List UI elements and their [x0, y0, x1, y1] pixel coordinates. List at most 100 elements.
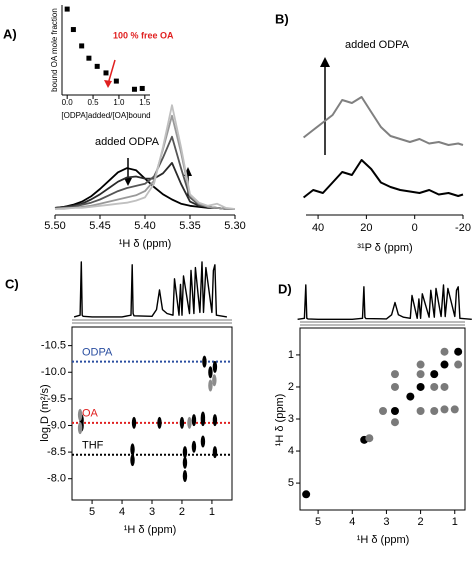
x-tick-label: 1.0	[113, 98, 125, 107]
data-point	[440, 405, 449, 414]
data-point	[94, 63, 100, 69]
data-point	[208, 379, 213, 392]
data-point	[103, 70, 109, 76]
y-tick-label: -9.5	[47, 393, 66, 405]
data-point	[157, 416, 162, 429]
data-point	[191, 440, 197, 453]
annotation-arrow	[107, 59, 116, 85]
panel-label: A)	[3, 26, 17, 41]
data-point	[430, 370, 439, 379]
spectrum-line	[73, 261, 228, 318]
data-point	[130, 443, 135, 456]
x-tick-label: 5.45	[89, 220, 110, 232]
data-point	[440, 382, 449, 391]
data-point	[187, 416, 192, 429]
annotation: added ODPA	[95, 136, 160, 148]
data-point	[79, 43, 85, 49]
x-tick-label: 0	[412, 222, 418, 234]
arrow-head	[104, 80, 112, 88]
spectrum-line	[302, 96, 464, 146]
panel-label: C)	[5, 276, 19, 291]
data-point	[182, 456, 188, 469]
y-tick-label: 1	[288, 349, 294, 361]
data-point	[139, 85, 145, 91]
y-tick-label: 3	[288, 413, 294, 425]
annotation: added ODPA	[345, 39, 410, 51]
data-point	[200, 435, 206, 448]
panel-chart: 5 4 3 2 1 1 2 3 4 5 ¹H δ (ppm) ¹H δ (ppm) D)	[274, 281, 463, 546]
x-tick-label: 1	[452, 516, 458, 528]
panel-chart: 40 20 0 -20 ³¹P δ (ppm) added ODPA B)	[275, 11, 471, 253]
x-tick-label: 5.50	[44, 220, 65, 232]
x-tick-label: 5	[315, 516, 321, 528]
panel-chart: 5.50 5.45 5.40 5.35 5.30 ¹H δ (ppm) added ODPA…	[3, 26, 246, 249]
reference-label: THF	[82, 440, 104, 452]
x-tick-label: 2	[418, 516, 424, 528]
data-point	[440, 360, 449, 369]
x-axis-label: ¹H δ (ppm)	[119, 238, 172, 250]
data-point	[390, 382, 399, 391]
spectrum-line	[297, 284, 472, 320]
data-point	[191, 414, 197, 427]
x-tick-label: 5.35	[179, 220, 200, 232]
data-point	[77, 422, 83, 435]
plot-frame	[299, 327, 466, 511]
data-point	[70, 27, 76, 33]
x-tick-label: 3	[149, 506, 155, 518]
data-point	[64, 6, 70, 12]
spectrum-line	[54, 114, 235, 210]
y-tick-label: -8.5	[47, 446, 66, 458]
y-tick-label: -8.0	[47, 473, 66, 485]
x-tick-label: 1	[209, 506, 215, 518]
y-tick-label: -10.5	[41, 340, 66, 352]
arrow-head	[320, 57, 330, 67]
panel-chart	[73, 261, 228, 318]
panel-chart: 5 4 3 2 1 -10.5 -10.0 -9.5 -9.0 -8.5 -8.0 ODPA OA THF…	[5, 276, 232, 536]
reference-label: OA	[82, 408, 99, 420]
spectrum-line	[302, 159, 464, 199]
x-axis-label: [ODPA]added/[OA]bound	[61, 111, 150, 120]
data-point	[430, 382, 439, 391]
reference-label: ODPA	[82, 347, 113, 359]
data-point	[130, 454, 135, 467]
data-point	[416, 360, 425, 369]
data-point	[390, 406, 399, 415]
annotation: 100 % free OA	[113, 30, 174, 40]
x-tick-label: 0.0	[62, 98, 74, 107]
x-tick-label: 2	[179, 506, 185, 518]
data-point	[179, 416, 185, 429]
data-point	[379, 406, 388, 415]
x-tick-label: 0.5	[87, 98, 99, 107]
y-tick-label: -10.0	[41, 366, 66, 378]
x-axis-label: ¹H δ (ppm)	[124, 524, 177, 536]
data-point	[212, 374, 217, 387]
data-point	[131, 86, 137, 92]
data-point	[86, 55, 92, 61]
x-axis-label: ³¹P δ (ppm)	[357, 242, 412, 254]
data-point	[390, 418, 399, 427]
data-point	[77, 408, 83, 421]
data-point	[365, 434, 374, 443]
x-tick-label: 1.5	[139, 98, 151, 107]
y-tick-label: 4	[288, 445, 294, 457]
panel-chart	[297, 284, 472, 320]
data-point	[416, 382, 425, 391]
data-point	[208, 366, 213, 379]
x-tick-label: 5.40	[134, 220, 155, 232]
data-point	[212, 446, 218, 459]
spectrum-line	[55, 104, 236, 210]
x-tick-label: 5	[89, 506, 95, 518]
data-point	[406, 392, 415, 401]
x-axis-label: ¹H δ (ppm)	[357, 534, 410, 546]
data-point	[200, 411, 206, 424]
y-axis-label: ¹H δ (ppm)	[274, 394, 286, 447]
data-point	[202, 355, 207, 368]
data-point	[113, 78, 119, 84]
data-point	[182, 446, 188, 459]
y-tick-label: 2	[288, 381, 294, 393]
y-tick-label: -9.0	[47, 419, 66, 431]
panel-label: B)	[275, 11, 289, 26]
data-point	[212, 360, 218, 373]
x-tick-label: 4	[119, 506, 125, 518]
x-tick-label: 4	[349, 516, 355, 528]
